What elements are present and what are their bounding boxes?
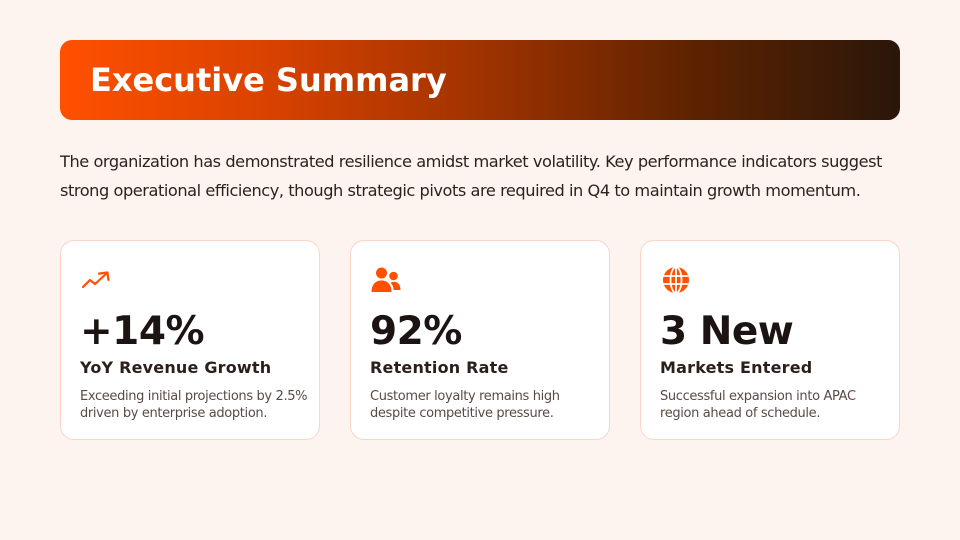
kpi-value: +14% [80, 309, 205, 354]
intro-paragraph: The organization has demonstrated resili… [60, 152, 882, 200]
page-title: Executive Summary [90, 61, 447, 99]
kpi-cards: +14% YoY Revenue Growth Exceeding initia… [60, 240, 900, 440]
kpi-card-markets: 3 New Markets Entered Successful expansi… [640, 240, 900, 440]
kpi-label: YoY Revenue Growth [80, 358, 272, 377]
kpi-value: 3 New [660, 309, 794, 354]
kpi-card-revenue: +14% YoY Revenue Growth Exceeding initia… [60, 240, 320, 440]
kpi-description: Exceeding initial projections by 2.5% dr… [80, 389, 308, 421]
kpi-value: 92% [370, 309, 462, 354]
header-banner: Executive Summary [60, 40, 900, 120]
kpi-label: Retention Rate [370, 358, 509, 377]
globe-icon [663, 266, 689, 294]
kpi-label: Markets Entered [660, 358, 813, 377]
kpi-card-retention: 92% Retention Rate Customer loyalty rema… [350, 240, 610, 440]
kpi-description: Successful expansion into APAC region ah… [660, 389, 856, 421]
trending-up-icon [81, 271, 110, 289]
users-icon [371, 267, 401, 292]
kpi-description: Customer loyalty remains high despite co… [370, 389, 560, 421]
